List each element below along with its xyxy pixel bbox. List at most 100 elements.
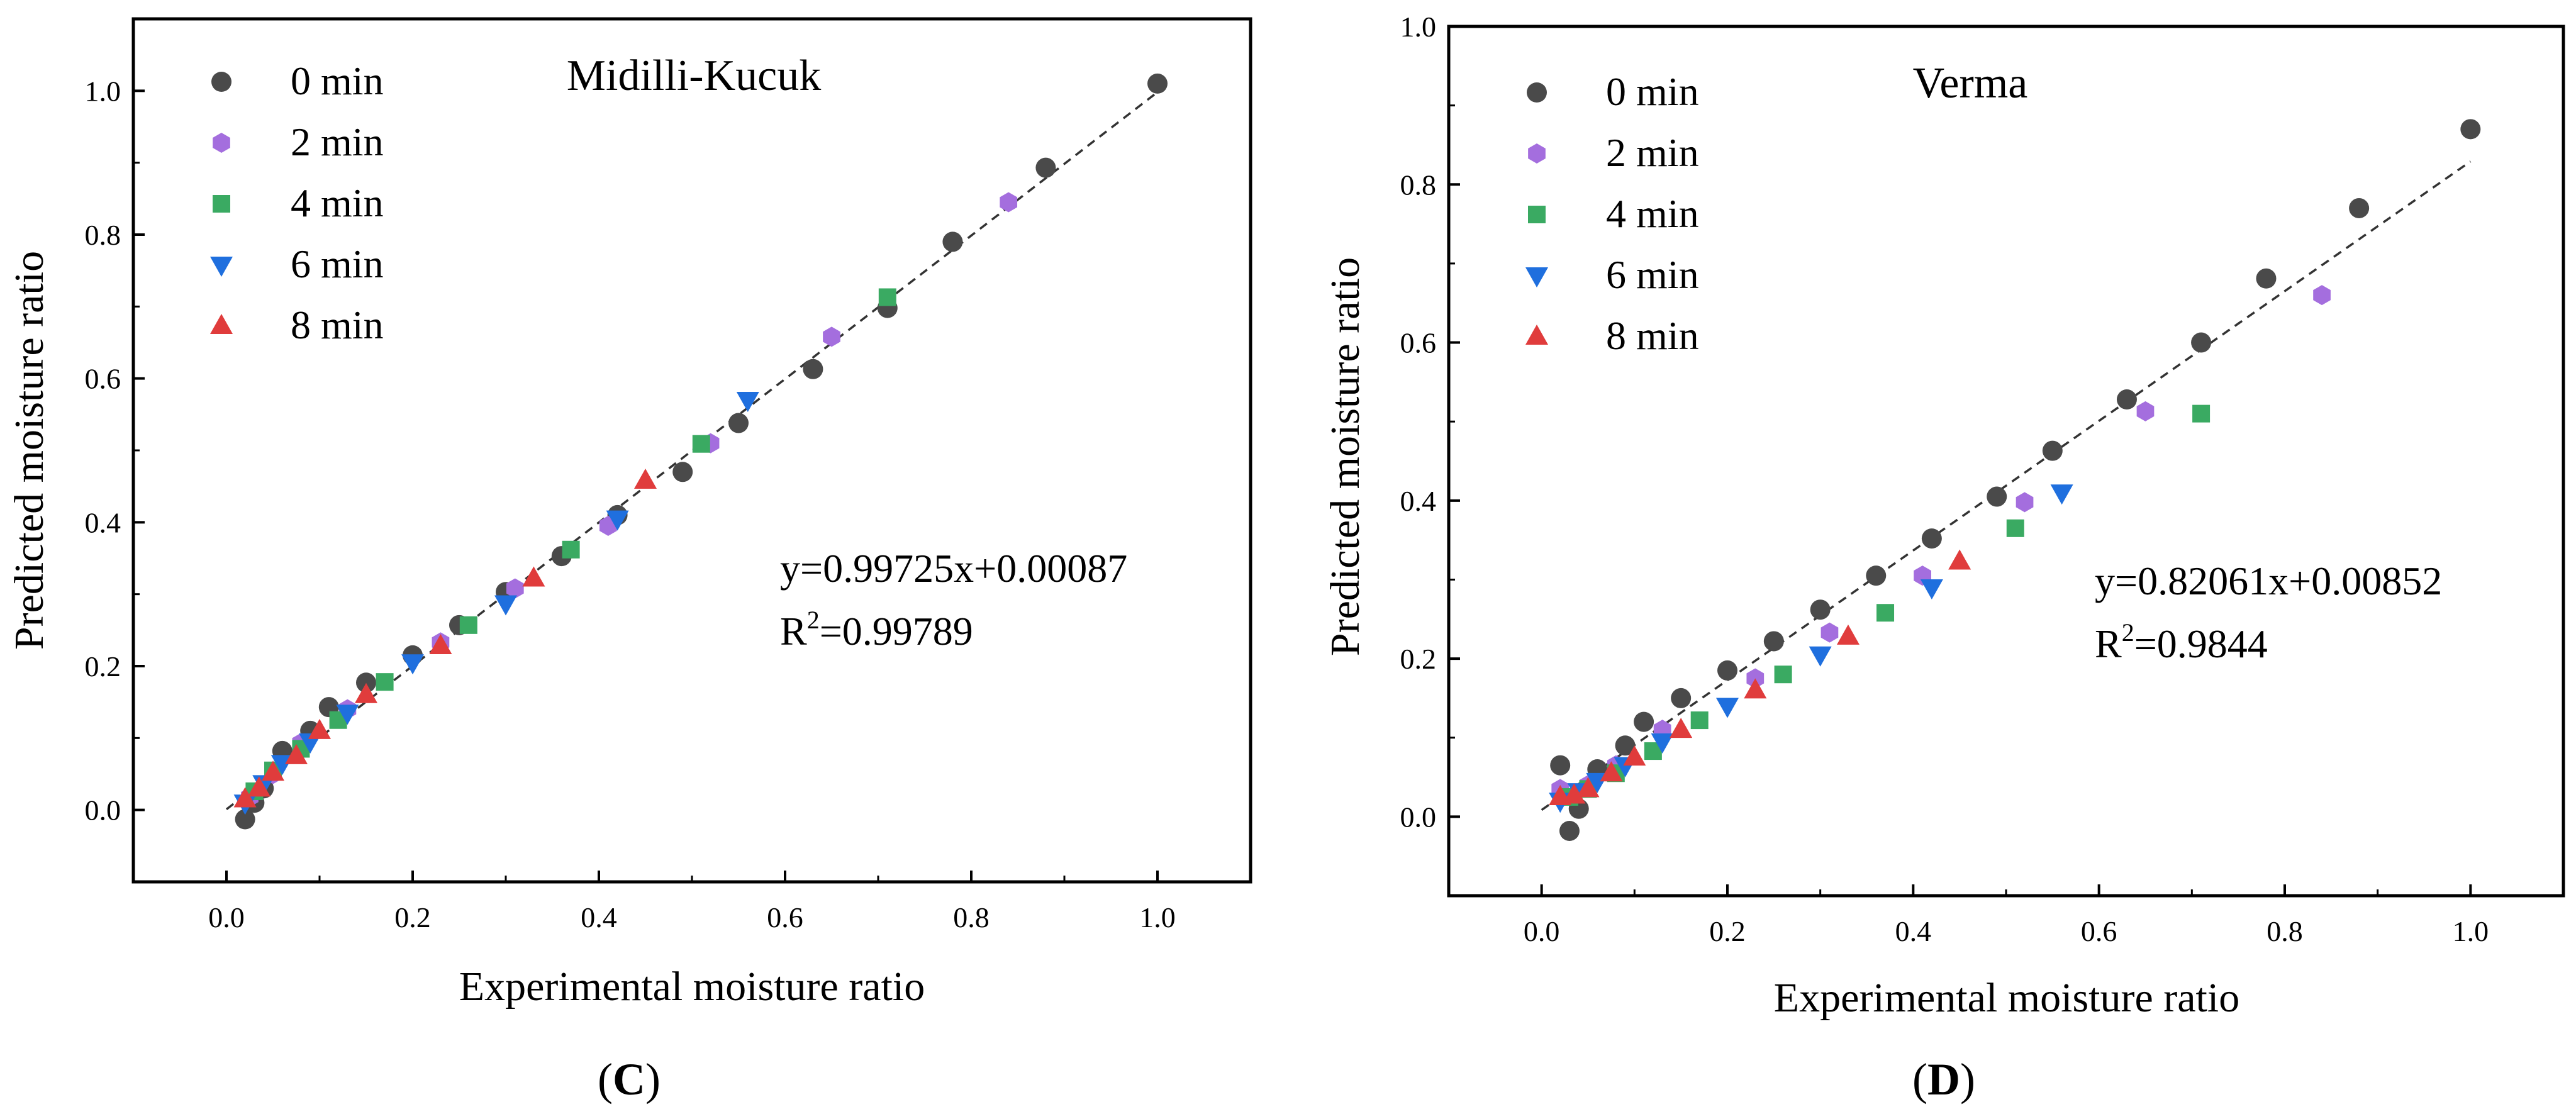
data-point-8min: [1563, 783, 1586, 804]
legend-marker-2min: [213, 133, 230, 153]
data-point-4min: [1690, 711, 1709, 730]
y-axis-tick-labels: 0.0 0.2 0.4 0.6 0.8 1.0: [1400, 11, 1437, 833]
legend-label-8min: 8 min: [291, 303, 384, 347]
data-point-2min: [2016, 492, 2034, 513]
data-point-4min: [1876, 604, 1895, 622]
data-point-4min: [459, 616, 477, 634]
data-point-8min: [634, 469, 657, 489]
y-tick-label: 0.8: [1400, 169, 1437, 201]
data-point-8min: [247, 776, 270, 797]
data-point-6min: [2050, 484, 2073, 505]
legend-marker-6min: [210, 257, 233, 277]
data-point-0min: [1810, 599, 1831, 620]
legend-marker-2min: [1528, 143, 1546, 164]
legend-label-2min: 2 min: [1606, 130, 1699, 175]
y-axis-ticks: [133, 89, 145, 811]
legend-label-4min: 4 min: [291, 181, 384, 225]
legend-marker-6min: [1525, 267, 1548, 287]
data-point-8min: [522, 566, 545, 587]
legend-marker-4min: [1528, 206, 1546, 223]
legend-label-4min: 4 min: [1606, 191, 1699, 236]
data-point-8min: [1670, 718, 1693, 738]
y-axis-ticks: [1449, 25, 1460, 818]
data-point-8min: [1623, 745, 1646, 766]
y-tick-label: 0.6: [85, 363, 121, 395]
x-axis-ticks: [1447, 884, 2565, 896]
data-point-0min: [1921, 528, 1942, 549]
data-point-0min: [2256, 268, 2277, 289]
legend: 0 min 2 min 4 min 6 min 8 min: [1525, 69, 1699, 358]
data-point-8min: [1948, 549, 1971, 570]
legend-label-0min: 0 min: [291, 58, 384, 103]
panel-label: (C): [598, 1054, 661, 1105]
data-point-8min: [1744, 678, 1767, 699]
data-point-6min: [494, 595, 517, 616]
data-point-0min: [1866, 565, 1887, 586]
data-point-4min: [878, 288, 896, 306]
y-axis-title: Predicted moisture ratio: [1322, 257, 1368, 656]
data-point-8min: [262, 760, 284, 781]
chart-panel-verma: 0.0 0.2 0.4 0.6 0.8 1.0 0.0 0.2 0.4 0.6 0.8 1.0 Ve…: [1322, 11, 2565, 1105]
y-tick-label: 0.4: [85, 506, 121, 538]
fit-r-squared: R2=0.9844: [2095, 618, 2268, 666]
legend-marker-0min: [211, 72, 231, 92]
data-point-0min: [2191, 332, 2212, 353]
data-point-0min: [672, 462, 693, 482]
model-title: Verma: [1913, 59, 2028, 108]
x-tick-label: 0.8: [953, 901, 990, 933]
legend-marker-8min: [1525, 325, 1548, 345]
data-point-8min: [355, 682, 377, 703]
data-point-0min: [2116, 389, 2137, 410]
fit-equation: y=0.99725x+0.00087: [780, 546, 1127, 591]
data-point-0min: [2460, 119, 2481, 140]
data-point-0min: [1559, 820, 1580, 841]
y-tick-label: 0.0: [85, 794, 121, 827]
data-point-8min: [233, 787, 257, 808]
data-point-0min: [1717, 660, 1737, 681]
legend-marker-8min: [210, 314, 233, 334]
x-axis-ticks: [132, 871, 1252, 882]
data-point-2min: [2313, 285, 2331, 306]
data-point-8min: [285, 743, 308, 764]
y-tick-label: 0.2: [1400, 643, 1437, 675]
legend-markers: [210, 72, 233, 334]
y-axis-tick-labels: 0.0 0.2 0.4 0.6 0.8 1.0: [85, 75, 121, 826]
data-point-0min: [356, 672, 376, 693]
data-point-0min: [803, 359, 823, 379]
data-point-6min: [1920, 579, 1943, 600]
chart-panel-midilli-kucuk: 0.0 0.2 0.4 0.6 0.8 1.0 0.0 0.2 0.4 0.6 0.8 1.0 Mi…: [6, 17, 1252, 1105]
data-point-2min: [1820, 622, 1839, 643]
x-tick-label: 0.8: [2267, 915, 2303, 947]
x-axis-tick-labels: 0.0 0.2 0.4 0.6 0.8 1.0: [1524, 915, 2489, 947]
data-points: [1549, 119, 2481, 841]
data-point-0min: [2042, 440, 2063, 461]
legend-label-8min: 8 min: [1606, 313, 1699, 358]
x-axis-tick-labels: 0.0 0.2 0.4 0.6 0.8 1.0: [208, 901, 1176, 933]
legend-markers: [1525, 82, 1548, 345]
x-tick-label: 0.4: [1895, 915, 1932, 947]
data-point-0min: [728, 413, 749, 433]
data-point-4min: [2192, 404, 2211, 423]
y-axis-title: Predicted moisture ratio: [6, 251, 52, 650]
legend-marker-4min: [213, 195, 230, 213]
data-point-6min: [336, 704, 359, 725]
legend-label-0min: 0 min: [1606, 69, 1699, 114]
data-point-6min: [401, 654, 424, 675]
data-points: [233, 73, 1168, 830]
y-tick-label: 1.0: [1400, 11, 1437, 43]
y-tick-label: 0.4: [1400, 485, 1437, 517]
legend-label-6min: 6 min: [1606, 252, 1699, 297]
x-tick-label: 0.2: [394, 901, 431, 933]
fit-r-squared: R2=0.99789: [780, 606, 973, 654]
data-point-0min: [1763, 631, 1784, 652]
data-point-6min: [1651, 733, 1674, 754]
data-point-0min: [1035, 157, 1056, 178]
x-axis-title: Experimental moisture ratio: [1774, 975, 2239, 1021]
data-point-4min: [562, 540, 580, 559]
data-point-8min: [1600, 761, 1623, 782]
y-tick-label: 0.0: [1400, 801, 1437, 833]
fit-line: [1541, 160, 2472, 811]
x-tick-label: 0.2: [1709, 915, 1746, 947]
x-tick-label: 0.4: [581, 901, 617, 933]
